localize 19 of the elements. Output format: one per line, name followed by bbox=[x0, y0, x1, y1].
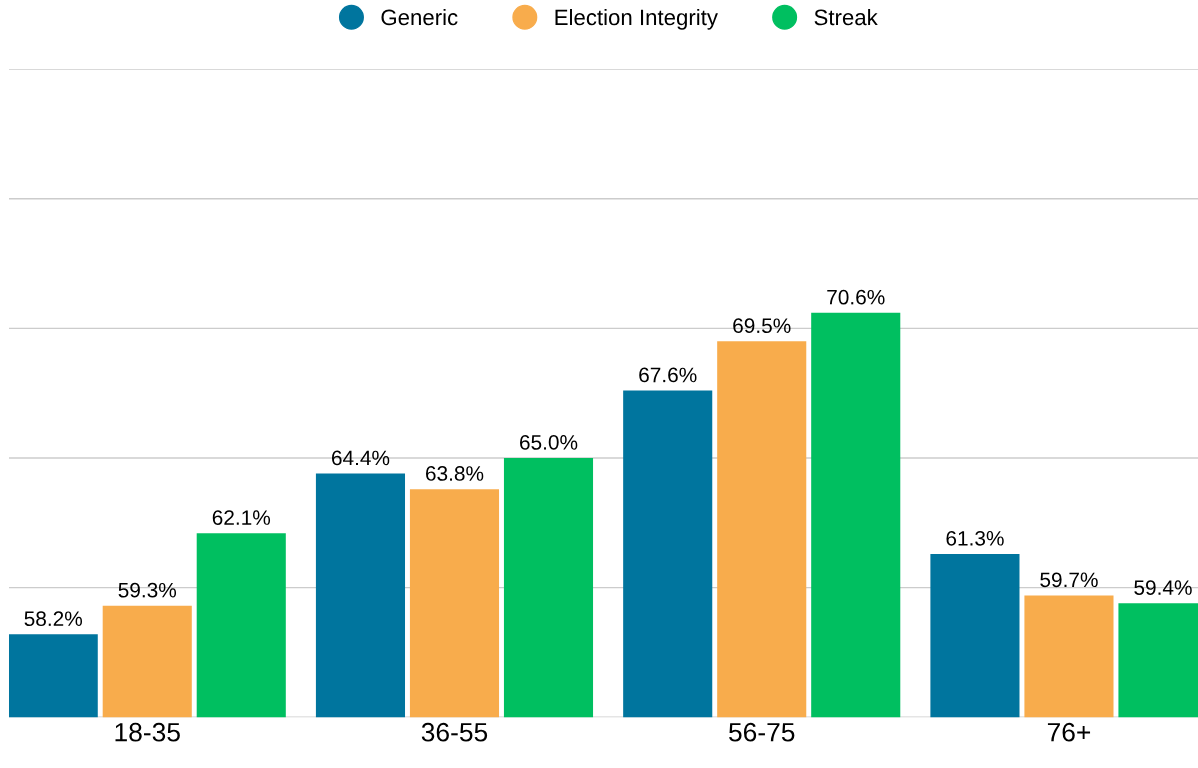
data-label: 59.7% bbox=[1040, 572, 1098, 588]
data-label: 58.2% bbox=[24, 611, 83, 627]
x-tick-label: 76+ bbox=[1047, 722, 1091, 742]
legend-label: Streak bbox=[814, 8, 878, 26]
x-tick-label: 56-75 bbox=[729, 722, 795, 742]
x-tick-label: 36-55 bbox=[421, 722, 488, 742]
data-label: 65.0% bbox=[520, 435, 578, 450]
legend-label: Election Integrity bbox=[555, 8, 718, 30]
data-label: 69.5% bbox=[733, 318, 791, 334]
legend-label: Generic bbox=[381, 8, 458, 26]
data-label: 61.3% bbox=[946, 530, 1004, 546]
x-tick-label: 18-35 bbox=[115, 722, 180, 742]
data-label: 67.6% bbox=[639, 367, 697, 383]
data-label: 70.6% bbox=[827, 289, 885, 305]
data-label: 62.1% bbox=[212, 510, 271, 525]
data-label: 59.4% bbox=[1134, 580, 1192, 595]
data-label: 59.3% bbox=[118, 582, 177, 598]
data-label: 64.4% bbox=[331, 450, 390, 466]
data-label: 63.8% bbox=[426, 466, 484, 481]
